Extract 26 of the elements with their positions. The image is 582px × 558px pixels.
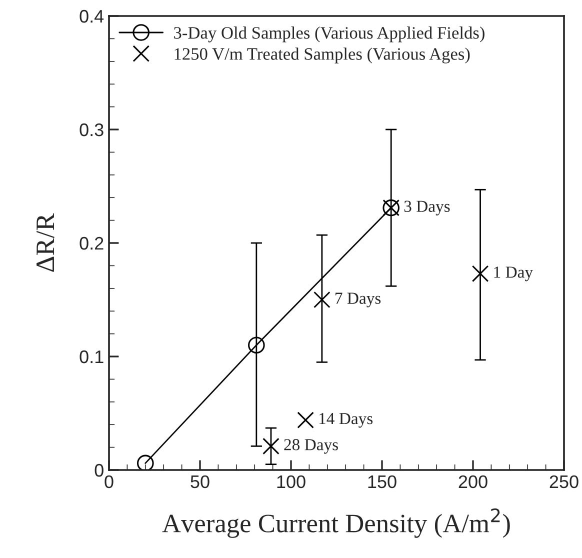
point (297, 412, 314, 428)
x-tick-label: 100 (277, 475, 306, 488)
annotation: 3 Days (404, 200, 450, 216)
legend-label: 1250 V/m Treated Samples (Various Ages) (174, 48, 470, 64)
annotation: 28 Days (284, 439, 338, 454)
point (314, 291, 330, 308)
x-tick-label: 150 (368, 475, 396, 488)
y-tick-label: 0.1 (80, 350, 104, 364)
x-tick-label: 250 (550, 475, 578, 488)
point (136, 454, 154, 470)
y-tick-label: 0.3 (80, 123, 104, 136)
y-tick-label: 0 (94, 464, 104, 477)
point (472, 265, 489, 282)
x-tick-label: 0 (104, 475, 114, 488)
x-tick-label: 50 (190, 475, 210, 488)
y-tick-label: 0.4 (80, 10, 104, 23)
point (248, 336, 265, 354)
point (262, 438, 280, 455)
x-tick-label: 200 (458, 475, 488, 488)
annotation: 14 Days (320, 413, 373, 428)
annotation: 1 Day (494, 266, 533, 282)
x-axis-title: Average Current Density (A/m$^{2}$) (162, 508, 510, 538)
y-axis-title: ΔR/R (36, 213, 54, 272)
legend-label: 3-Day Old Samples (Various Applied Fields) (174, 26, 484, 42)
annotation: 7 Days (336, 292, 381, 308)
y-tick-label: 0.2 (80, 236, 104, 250)
